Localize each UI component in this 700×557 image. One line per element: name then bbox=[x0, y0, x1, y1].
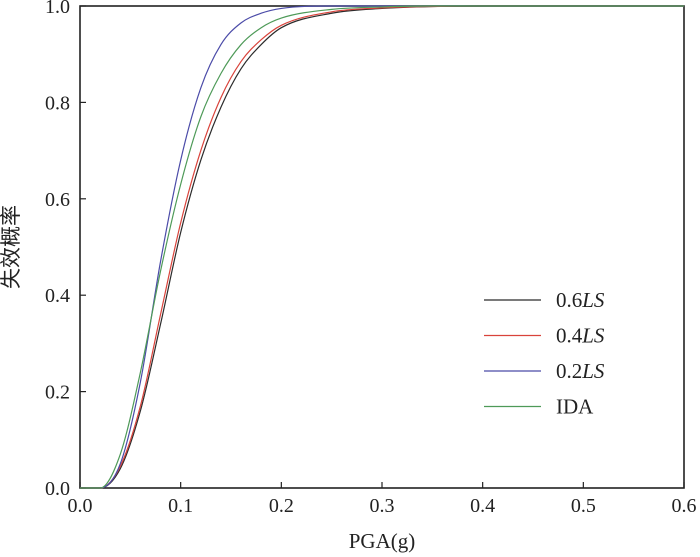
x-tick-label: 0.0 bbox=[68, 495, 93, 517]
series-line-ida bbox=[80, 5, 684, 489]
legend-label-prefix: IDA bbox=[556, 395, 594, 419]
y-axis-label: 失效概率 bbox=[0, 205, 23, 289]
x-tick-label: 0.3 bbox=[370, 495, 395, 517]
legend-label-italic: LS bbox=[581, 324, 605, 348]
y-axis-ticks: 0.0 0.2 0.4 0.6 0.8 1.0 bbox=[45, 0, 86, 500]
series-lines bbox=[80, 5, 684, 489]
series-line-0-2ls bbox=[80, 5, 684, 489]
x-tick-label: 0.2 bbox=[269, 495, 294, 517]
legend-label-prefix: 0.4 bbox=[556, 324, 583, 348]
y-tick-label: 0.2 bbox=[45, 382, 70, 404]
x-tick-label: 0.1 bbox=[168, 495, 193, 517]
legend-label: 0.6LS bbox=[556, 288, 605, 312]
legend-label: IDA bbox=[556, 395, 594, 419]
x-tick-label: 0.4 bbox=[470, 495, 495, 517]
series-line-0-6ls bbox=[80, 5, 684, 489]
legend-label-italic: LS bbox=[581, 288, 605, 312]
legend-label-italic: LS bbox=[581, 359, 605, 383]
series-line-0-4ls bbox=[80, 5, 684, 489]
legend-label: 0.2LS bbox=[556, 359, 605, 383]
x-axis-ticks: 0.0 0.1 0.2 0.3 0.4 0.5 0.6 bbox=[68, 482, 697, 517]
y-tick-label: 0.4 bbox=[45, 285, 70, 307]
legend-label-prefix: 0.6 bbox=[556, 288, 582, 312]
plot-frame bbox=[79, 5, 685, 489]
y-tick-label: 0.6 bbox=[45, 189, 70, 211]
y-tick-label: 0.0 bbox=[45, 478, 70, 500]
y-tick-label: 1.0 bbox=[45, 0, 70, 18]
y-tick-label: 0.8 bbox=[45, 92, 70, 114]
x-tick-label: 0.6 bbox=[672, 495, 697, 517]
x-tick-label: 0.5 bbox=[571, 495, 596, 517]
x-axis-label: PGA(g) bbox=[349, 529, 416, 553]
legend-label-prefix: 0.2 bbox=[556, 359, 582, 383]
legend-label: 0.4LS bbox=[556, 324, 605, 348]
